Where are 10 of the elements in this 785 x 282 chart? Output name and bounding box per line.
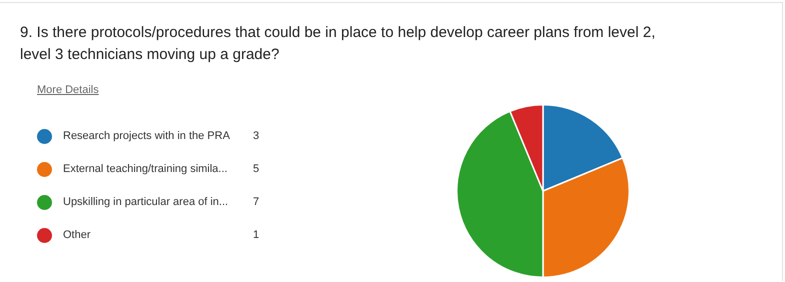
data-label: 3 [253, 130, 260, 142]
legend-label: External teaching/training simila... [63, 163, 228, 175]
data-label: 5 [253, 163, 260, 175]
text: More Details [37, 84, 99, 96]
legend-label: Other [63, 229, 91, 241]
legend-label: Research projects with in the PRA [63, 130, 230, 142]
data-label: 1 [253, 229, 260, 241]
legend-label: Upskilling in particular area of in... [63, 196, 228, 208]
data-label: 7 [253, 196, 260, 208]
chart-title: 9. Is there protocols/procedures that could be in place to help develop career plans from level 2, level 3 technicians moving up a grade? [20, 23, 656, 65]
